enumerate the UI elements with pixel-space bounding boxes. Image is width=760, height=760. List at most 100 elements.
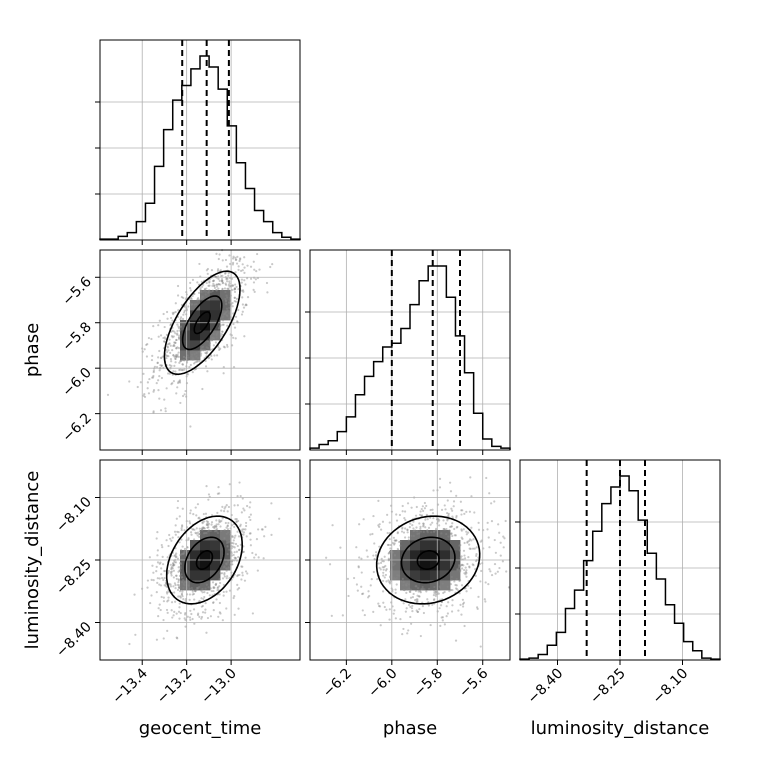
- pair-geocent-time-phase-sample-point: [237, 268, 240, 271]
- pair-geocent-time-phase-sample-point: [232, 336, 235, 339]
- pair-phase-luminosity-distance-sample-point: [387, 579, 390, 582]
- pair-phase-luminosity-distance-sample-point: [494, 572, 497, 575]
- pair-geocent-time-phase-sample-point: [203, 349, 207, 352]
- pair-geocent-time-phase-sample-point: [171, 329, 174, 332]
- pair-geocent-time-phase-sample-point: [160, 356, 163, 359]
- pair-geocent-time-luminosity-distance-sample-point: [170, 567, 173, 570]
- pair-phase-luminosity-distance-density-cell: [400, 560, 411, 571]
- pair-geocent-time-luminosity-distance-xtick-label-1: −13.2: [154, 666, 196, 708]
- pair-geocent-time-phase-sample-point: [212, 282, 215, 285]
- pair-geocent-time-phase-sample-point: [225, 311, 228, 314]
- pair-geocent-time-luminosity-distance-density-cell: [220, 540, 231, 551]
- pair-geocent-time-luminosity-distance-sample-point: [224, 505, 227, 508]
- pair-phase-luminosity-distance-sample-point: [449, 583, 452, 586]
- pair-geocent-time-phase-sample-point: [234, 258, 237, 262]
- pair-geocent-time-luminosity-distance-sample-point: [179, 561, 182, 565]
- pair-phase-luminosity-distance-sample-point: [438, 477, 442, 480]
- pair-phase-luminosity-distance-density-cell: [400, 550, 411, 561]
- pair-phase-luminosity-distance-sample-point: [401, 577, 404, 580]
- pair-geocent-time-luminosity-distance-sample-point: [234, 557, 237, 560]
- pair-geocent-time-luminosity-distance-sample-point: [196, 613, 200, 617]
- pair-phase-luminosity-distance-sample-point: [356, 589, 359, 592]
- pair-geocent-time-luminosity-distance-sample-point: [193, 528, 196, 531]
- pair-geocent-time-luminosity-distance-sample-point: [218, 601, 221, 605]
- pair-geocent-time-luminosity-distance-sample-point: [224, 562, 228, 565]
- pair-geocent-time-phase-sample-point: [179, 359, 182, 363]
- pair-geocent-time-phase-sample-point: [191, 303, 194, 306]
- pair-phase-luminosity-distance-sample-point: [404, 610, 407, 613]
- pair-geocent-time-phase-sample-point: [174, 355, 177, 358]
- pair-geocent-time-luminosity-distance-sample-point: [241, 530, 244, 533]
- pair-phase-luminosity-distance-sample-point: [393, 543, 396, 546]
- pair-geocent-time-luminosity-distance-sample-point: [222, 590, 225, 594]
- pair-geocent-time-phase-sample-point: [254, 278, 257, 281]
- pair-phase-luminosity-distance-sample-point: [456, 569, 459, 572]
- pair-phase-luminosity-distance-sample-point: [493, 538, 496, 542]
- pair-phase-luminosity-distance-density-cell: [400, 570, 411, 581]
- pair-phase-luminosity-distance-sample-point: [434, 594, 437, 597]
- pair-geocent-time-luminosity-distance-sample-point: [156, 554, 159, 557]
- pair-geocent-time-luminosity-distance-sample-point: [202, 512, 205, 516]
- pair-geocent-time-luminosity-distance-sample-point: [172, 562, 175, 566]
- pair-geocent-time-luminosity-distance-sample-point: [195, 527, 198, 530]
- pair-geocent-time-luminosity-distance-sample-point: [261, 528, 264, 531]
- pair-geocent-time-luminosity-distance-sample-point: [180, 527, 183, 530]
- pair-phase-luminosity-distance-sample-point: [502, 535, 505, 538]
- pair-geocent-time-phase-sample-point: [180, 295, 183, 299]
- pair-geocent-time-phase-sample-point: [234, 287, 237, 291]
- pair-phase-luminosity-distance-sample-point: [414, 514, 418, 517]
- pair-geocent-time-phase-sample-point: [171, 311, 174, 314]
- pair-geocent-time-phase-sample-point: [213, 284, 216, 288]
- pair-geocent-time-luminosity-distance-sample-point: [133, 593, 136, 596]
- pair-geocent-time-phase-sample-point: [199, 354, 202, 357]
- pair-geocent-time-luminosity-distance-sample-point: [242, 533, 245, 536]
- pair-geocent-time-phase-sample-point: [166, 372, 170, 375]
- pair-geocent-time-luminosity-distance-sample-point: [183, 584, 186, 587]
- pair-phase-luminosity-distance-sample-point: [422, 522, 425, 525]
- pair-geocent-time-luminosity-distance-sample-point: [225, 590, 228, 593]
- pair-geocent-time-luminosity-distance-sample-point: [134, 633, 137, 636]
- pair-geocent-time-luminosity-distance-sample-point: [222, 583, 225, 587]
- pair-phase-luminosity-distance-sample-point: [432, 530, 436, 533]
- pair-phase-luminosity-distance-sample-point: [440, 616, 443, 619]
- pair-geocent-time-luminosity-distance-sample-point: [236, 574, 239, 578]
- pair-geocent-time-phase-density-cell: [190, 300, 201, 311]
- pair-geocent-time-luminosity-distance-sample-point: [198, 535, 201, 539]
- pair-geocent-time-luminosity-distance-sample-point: [178, 602, 181, 605]
- pair-geocent-time-luminosity-distance-sample-point: [227, 531, 230, 534]
- pair-phase-luminosity-distance-sample-point: [386, 513, 389, 516]
- pair-phase-luminosity-distance-sample-point: [385, 580, 388, 583]
- pair-geocent-time-phase-sample-point: [187, 305, 190, 308]
- pair-phase-luminosity-distance-sample-point: [378, 605, 382, 608]
- pair-geocent-time-luminosity-distance-sample-point: [192, 528, 195, 531]
- pair-phase-luminosity-distance-sample-point: [360, 571, 363, 574]
- pair-geocent-time-luminosity-distance-sample-point: [156, 581, 159, 584]
- pair-geocent-time-phase-sample-point: [200, 297, 203, 300]
- pair-phase-luminosity-distance-contour-0: [416, 550, 440, 570]
- pair-phase-luminosity-distance-sample-point: [411, 609, 414, 613]
- pair-geocent-time-luminosity-distance-sample-point: [201, 526, 204, 529]
- pair-geocent-time-luminosity-distance-sample-point: [262, 557, 265, 560]
- pair-phase-luminosity-distance-sample-point: [438, 524, 441, 527]
- pair-geocent-time-luminosity-distance-sample-point: [234, 542, 238, 546]
- pair-phase-luminosity-distance-sample-point: [416, 530, 419, 533]
- pair-geocent-time-phase-sample-point: [152, 369, 155, 372]
- pair-geocent-time-phase-sample-point: [157, 389, 160, 392]
- pair-phase-luminosity-distance-sample-point: [395, 513, 398, 516]
- pair-phase-luminosity-distance-sample-point: [425, 590, 428, 593]
- pair-geocent-time-phase-sample-point: [202, 348, 205, 351]
- pair-geocent-time-phase-sample-point: [176, 346, 179, 349]
- pair-geocent-time-phase-density-cell: [220, 290, 231, 301]
- pair-geocent-time-phase-sample-point: [237, 308, 240, 312]
- pair-geocent-time-luminosity-distance-sample-point: [227, 521, 230, 525]
- pair-geocent-time-phase-sample-point: [217, 287, 220, 290]
- pair-phase-luminosity-distance-sample-point: [476, 607, 479, 610]
- pair-geocent-time-luminosity-distance-sample-point: [246, 504, 249, 508]
- pair-geocent-time-luminosity-distance-sample-point: [190, 612, 193, 616]
- pair-geocent-time-phase-sample-point: [240, 278, 244, 281]
- pair-geocent-time-luminosity-distance-sample-point: [195, 588, 198, 591]
- pair-phase-luminosity-distance-sample-point: [376, 577, 379, 581]
- pair-phase-luminosity-distance-sample-point: [473, 547, 476, 550]
- pair-geocent-time-luminosity-distance-xtick-label-0: −13.4: [109, 665, 151, 707]
- pair-phase-luminosity-distance-sample-point: [451, 599, 454, 602]
